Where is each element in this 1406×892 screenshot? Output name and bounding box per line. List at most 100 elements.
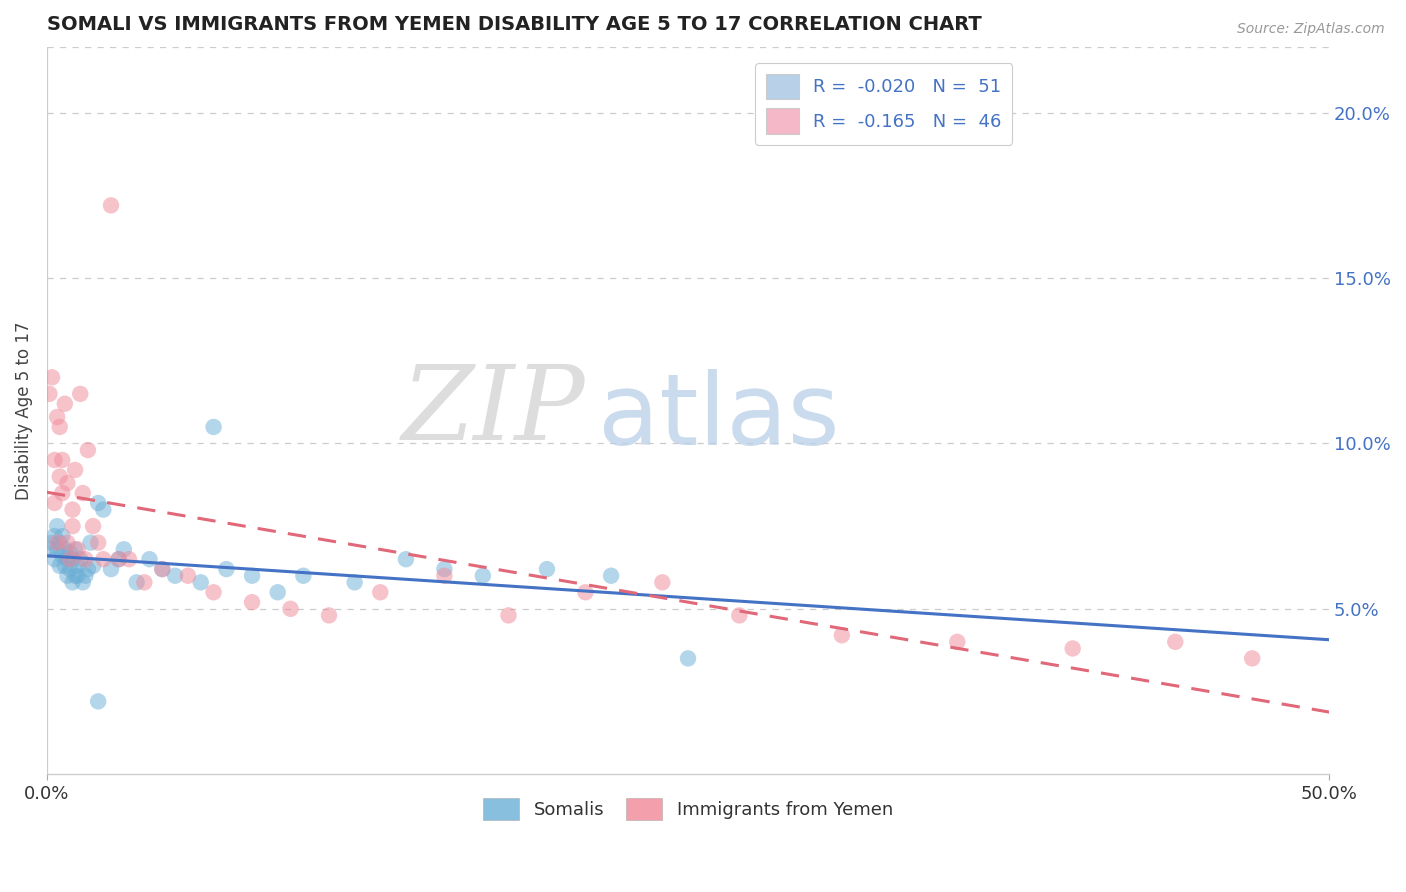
Point [1062, 641, 1084, 656]
Point [41, 370, 63, 384]
Point [87, 694, 110, 708]
Point [134, 575, 156, 590]
Point [600, 568, 623, 582]
Point [165, 568, 187, 582]
Point [38, 542, 60, 557]
Point [46, 409, 69, 424]
Point [63, 542, 86, 557]
Point [343, 575, 366, 590]
Point [44, 453, 66, 467]
Point [395, 552, 418, 566]
Point [59, 562, 82, 576]
Point [471, 568, 494, 582]
Point [48, 469, 70, 483]
Point [69, 387, 91, 401]
Point [72, 486, 94, 500]
Point [831, 628, 853, 642]
Point [100, 562, 122, 576]
Point [62, 575, 84, 590]
Point [82, 519, 104, 533]
Point [44, 496, 66, 510]
Point [728, 608, 751, 623]
Point [190, 575, 212, 590]
Point [66, 558, 89, 573]
Point [574, 585, 596, 599]
Point [51, 529, 73, 543]
Point [202, 420, 225, 434]
Point [56, 476, 79, 491]
Legend: Somalis, Immigrants from Yemen: Somalis, Immigrants from Yemen [477, 790, 900, 827]
Point [56, 535, 79, 549]
Point [72, 575, 94, 590]
Text: Source: ZipAtlas.com: Source: ZipAtlas.com [1237, 22, 1385, 37]
Point [1241, 651, 1264, 665]
Point [651, 575, 673, 590]
Point [107, 552, 129, 566]
Point [59, 552, 82, 566]
Point [44, 529, 66, 543]
Point [79, 535, 101, 549]
Point [138, 552, 160, 566]
Point [1164, 635, 1187, 649]
Point [46, 519, 69, 533]
Point [267, 585, 290, 599]
Point [63, 463, 86, 477]
Point [125, 575, 148, 590]
Point [75, 552, 97, 566]
Point [280, 602, 302, 616]
Text: atlas: atlas [599, 369, 839, 467]
Point [46, 542, 69, 557]
Text: SOMALI VS IMMIGRANTS FROM YEMEN DISABILITY AGE 5 TO 17 CORRELATION CHART: SOMALI VS IMMIGRANTS FROM YEMEN DISABILI… [46, 15, 981, 34]
Point [433, 568, 456, 582]
Text: ZIP: ZIP [402, 359, 585, 461]
Point [56, 568, 79, 582]
Point [91, 502, 114, 516]
Point [368, 585, 391, 599]
Point [59, 545, 82, 559]
Point [112, 542, 135, 557]
Y-axis label: Disability Age 5 to 17: Disability Age 5 to 17 [15, 321, 32, 500]
Point [48, 558, 70, 573]
Point [51, 486, 73, 500]
Point [48, 420, 70, 434]
Point [240, 568, 263, 582]
Point [292, 568, 315, 582]
Point [100, 198, 122, 212]
Point [77, 562, 100, 576]
Point [69, 552, 91, 566]
Point [53, 397, 76, 411]
Point [38, 387, 60, 401]
Point [53, 558, 76, 573]
Point [433, 562, 456, 576]
Point [318, 608, 340, 623]
Point [118, 552, 141, 566]
Point [75, 568, 97, 582]
Point [150, 562, 173, 576]
Point [66, 568, 89, 582]
Point [77, 443, 100, 458]
Point [62, 519, 84, 533]
Point [215, 562, 238, 576]
Point [946, 635, 969, 649]
Point [676, 651, 699, 665]
Point [498, 608, 520, 623]
Point [62, 552, 84, 566]
Point [177, 568, 200, 582]
Point [63, 568, 86, 582]
Point [56, 552, 79, 566]
Point [240, 595, 263, 609]
Point [53, 542, 76, 557]
Point [62, 502, 84, 516]
Point [87, 496, 110, 510]
Point [107, 552, 129, 566]
Point [150, 562, 173, 576]
Point [46, 535, 69, 549]
Point [202, 585, 225, 599]
Point [41, 535, 63, 549]
Point [48, 535, 70, 549]
Point [44, 552, 66, 566]
Point [66, 542, 89, 557]
Point [82, 558, 104, 573]
Point [51, 549, 73, 563]
Point [91, 552, 114, 566]
